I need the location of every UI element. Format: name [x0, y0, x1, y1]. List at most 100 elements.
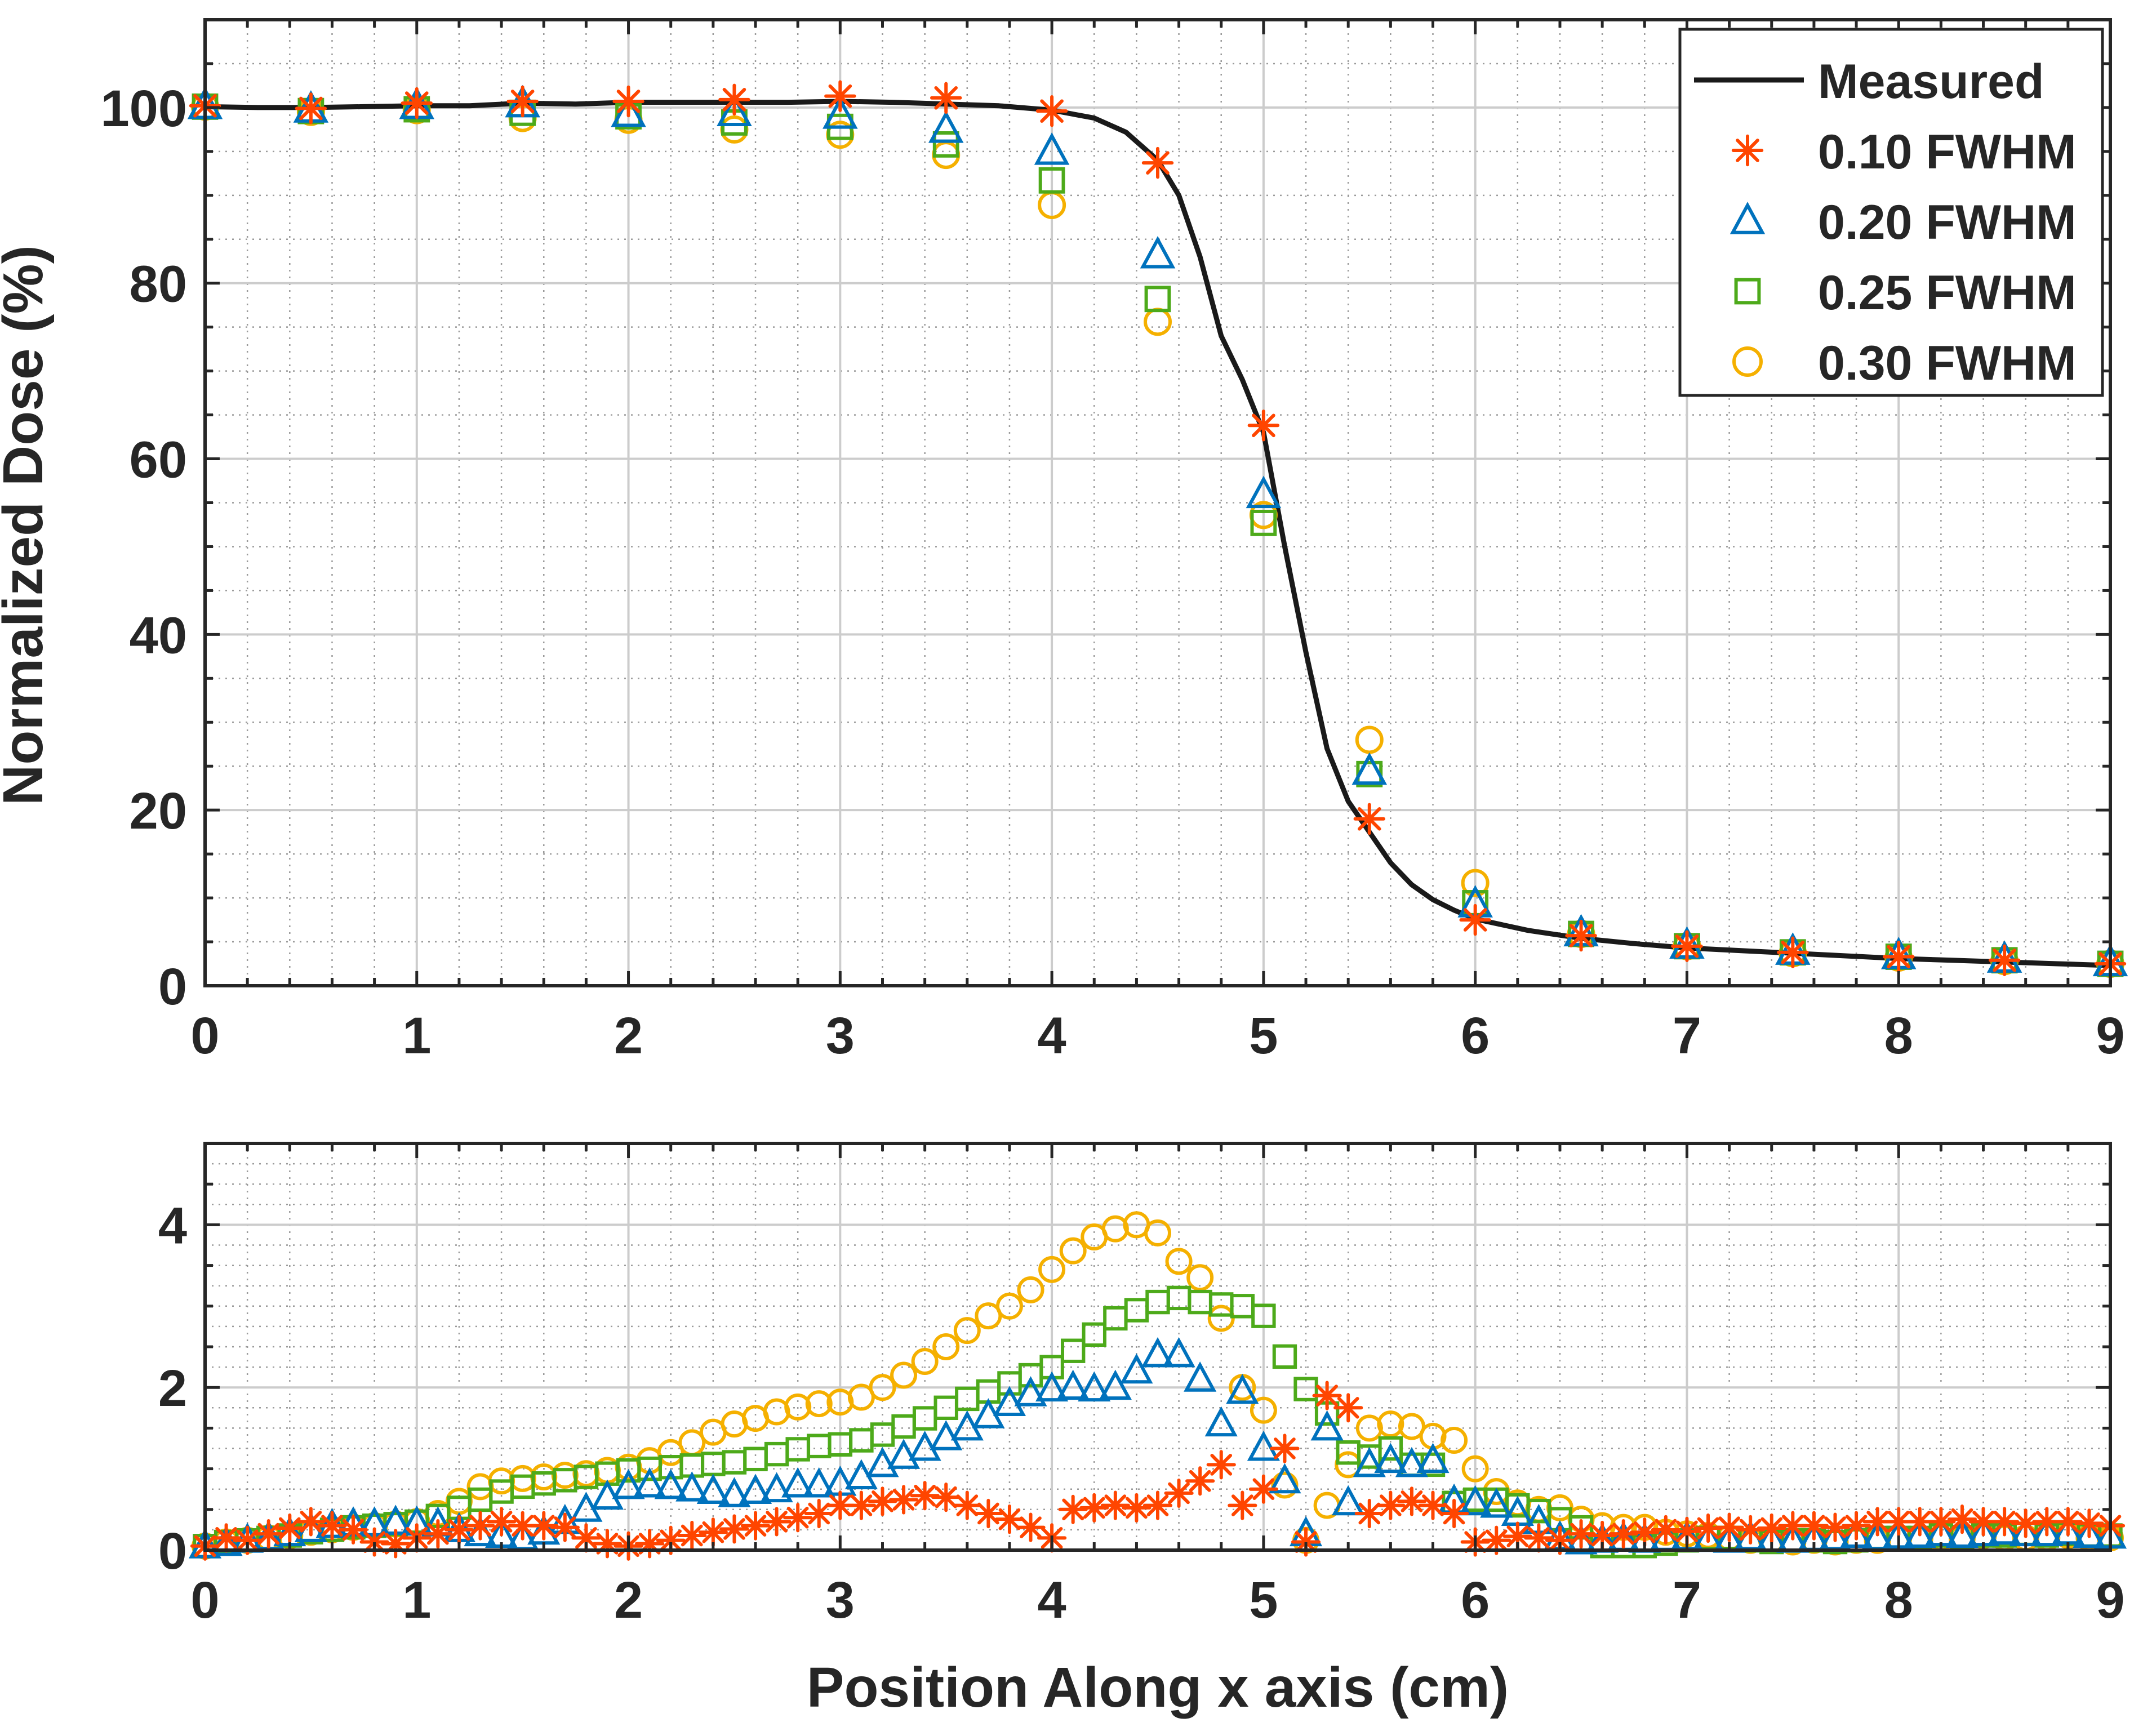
diff-series-asterisk-points — [190, 1381, 2126, 1561]
circle-diff-point — [1017, 1276, 1044, 1303]
asterisk-diff-point — [656, 1525, 686, 1555]
asterisk-diff-point — [359, 1527, 389, 1557]
circle-diff-point — [805, 1390, 833, 1418]
x-tick-label: 2 — [614, 1572, 643, 1629]
legend-entry[interactable]: 0.20 FWHM — [1730, 195, 2077, 250]
asterisk-diff-point — [804, 1498, 834, 1529]
circle-diff-point — [1377, 1410, 1404, 1438]
circle-point — [1355, 725, 1384, 754]
legend-entry[interactable]: 0.30 FWHM — [1732, 336, 2077, 390]
circle-diff-point — [1441, 1427, 1468, 1454]
triangle-diff-point — [612, 1468, 645, 1499]
legend[interactable]: Measured 0.10 FWHM 0.20 FWHM 0.25 FWHM 0.30 … — [1678, 28, 2104, 397]
legend-marker-circle — [1732, 346, 1763, 377]
asterisk-diff-point — [317, 1511, 347, 1541]
triangle-diff-point — [1226, 1373, 1259, 1404]
legend-items: Measured 0.10 FWHM 0.20 FWHM 0.25 FWHM 0.30 … — [1694, 55, 2077, 390]
asterisk-diff-point — [338, 1515, 368, 1544]
asterisk-point — [1459, 903, 1491, 936]
asterisk-diff-point — [1164, 1478, 1194, 1508]
triangle-diff-point — [1903, 1517, 1936, 1548]
square-diff-point — [1293, 1377, 1318, 1401]
x-tick-label: 1 — [402, 1007, 431, 1065]
triangle-point — [823, 96, 858, 129]
x-tick-label: 0 — [190, 1572, 219, 1629]
x-tick-label: 6 — [1461, 1572, 1490, 1629]
triangle-point — [1246, 475, 1282, 509]
asterisk-diff-point — [740, 1511, 771, 1541]
asterisk-diff-point — [1185, 1466, 1215, 1496]
asterisk-diff-point — [888, 1485, 919, 1515]
asterisk-diff-point — [1588, 1520, 1617, 1551]
asterisk-diff-point — [444, 1515, 474, 1544]
triangle-point — [611, 94, 646, 127]
triangle-diff-point — [1945, 1517, 1979, 1548]
asterisk-point — [1777, 936, 1809, 968]
asterisk-diff-point — [1524, 1523, 1554, 1553]
x-tick-label: 4 — [1038, 1007, 1066, 1065]
asterisk-diff-point — [1248, 1474, 1278, 1504]
square-diff-point — [1378, 1436, 1403, 1461]
asterisk-diff-point — [1333, 1393, 1363, 1423]
legend-marker-asterisk — [1731, 134, 1764, 167]
asterisk-point — [506, 85, 539, 118]
circle-diff-point — [1165, 1248, 1193, 1275]
x-tick-label: 7 — [1673, 1572, 1701, 1629]
asterisk-diff-point — [1947, 1504, 1977, 1534]
triangle-diff-point — [1353, 1446, 1386, 1477]
asterisk-diff-point — [1841, 1511, 1871, 1541]
square-point — [932, 131, 959, 158]
triangle-diff-point — [1078, 1371, 1111, 1402]
triangle-diff-point — [210, 1525, 243, 1556]
asterisk-diff-point — [846, 1490, 877, 1520]
circle-diff-point — [1059, 1237, 1087, 1265]
triangle-diff-point — [1099, 1369, 1132, 1400]
asterisk-diff-point — [1630, 1517, 1660, 1547]
top-ticks: 0 1 2 3 4 5 6 7 8 9 0 20 40 60 80 100 — [101, 18, 2125, 1065]
square-diff-point — [1251, 1303, 1276, 1328]
triangle-diff-point — [802, 1467, 835, 1498]
circle-point — [1461, 869, 1490, 897]
legend-entry[interactable]: 0.10 FWHM — [1731, 125, 2077, 179]
triangle-diff-point — [1459, 1485, 1492, 1516]
triangle-diff-point — [1056, 1369, 1090, 1400]
x-tick-label: 5 — [1249, 1572, 1278, 1629]
legend-label: 0.10 FWHM — [1818, 125, 2077, 179]
triangle-point — [717, 94, 752, 126]
asterisk-diff-point — [423, 1519, 453, 1549]
y-tick-label: 100 — [101, 80, 188, 137]
circle-diff-point — [1186, 1264, 1214, 1292]
asterisk-diff-point — [465, 1511, 495, 1541]
asterisk-diff-point — [1354, 1498, 1384, 1529]
y-tick-label: 40 — [130, 607, 187, 664]
y-tick-label: 80 — [130, 256, 187, 313]
legend-marker-square — [1734, 278, 1761, 305]
circle-diff-point — [890, 1361, 918, 1389]
asterisk-diff-point — [762, 1507, 792, 1537]
square-point — [1038, 167, 1065, 194]
square-point — [1250, 509, 1277, 536]
asterisk-diff-point — [550, 1512, 580, 1542]
legend-entry[interactable]: Measured — [1694, 55, 2044, 109]
asterisk-diff-point — [868, 1486, 897, 1516]
square-diff-point — [1082, 1322, 1106, 1347]
asterisk-diff-point — [1418, 1490, 1448, 1520]
asterisk-diff-point — [1714, 1512, 1744, 1542]
triangle-diff-point — [654, 1468, 687, 1499]
triangle-diff-point — [2030, 1516, 2064, 1547]
triangle-diff-point — [1332, 1485, 1365, 1516]
circle-diff-point — [1461, 1455, 1489, 1483]
bottom-ticks: 0 1 2 3 4 5 6 7 8 9 0 2 4 — [158, 1142, 2125, 1629]
y-tick-label: 20 — [130, 782, 187, 840]
asterisk-diff-point — [1482, 1525, 1511, 1555]
triangle-point — [1140, 235, 1176, 269]
legend-marker-triangle — [1730, 202, 1766, 234]
square-point — [1144, 286, 1171, 313]
asterisk-diff-point — [1757, 1513, 1786, 1543]
measured-line — [204, 99, 2111, 968]
asterisk-diff-point — [381, 1529, 411, 1559]
triangle-diff-point — [1014, 1376, 1047, 1406]
asterisk-diff-point — [1926, 1507, 1956, 1537]
dose-profile-axes: 0 1 2 3 4 5 6 7 8 9 0 20 40 60 80 100 Normalized Dose (… — [0, 18, 2128, 1065]
legend-entry[interactable]: 0.25 FWHM — [1734, 266, 2077, 320]
